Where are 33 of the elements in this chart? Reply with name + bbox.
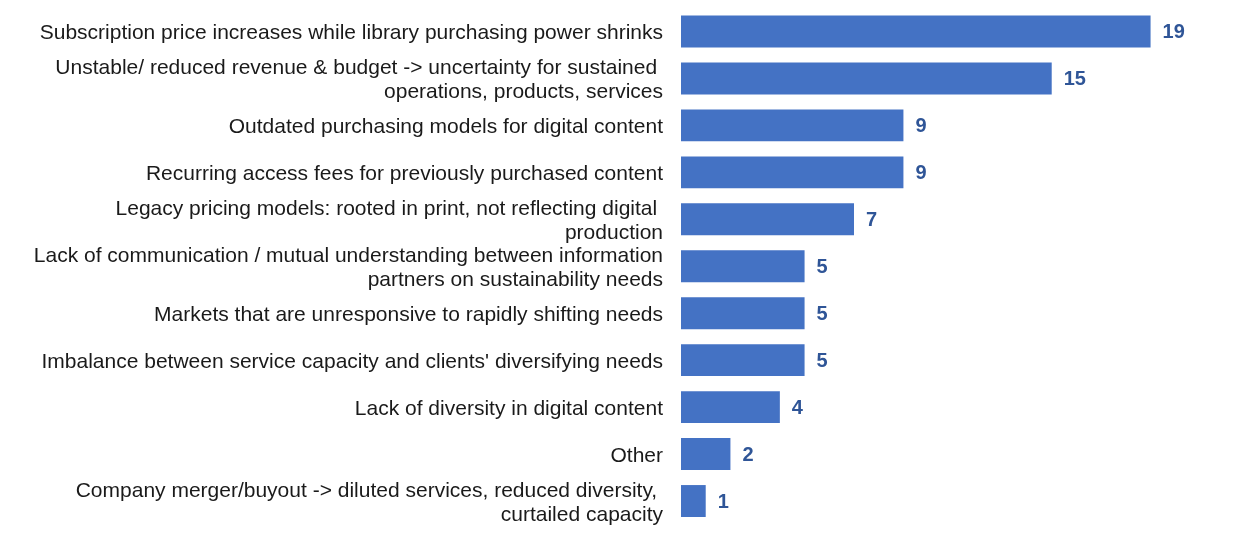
data-label: 2 [742,443,754,466]
y-tick-label: Unstable/ reduced revenue & budget -> uncertainty for sustained operations, products, services [55,54,663,102]
data-label: 9 [915,161,927,184]
data-label: 7 [866,208,878,231]
bar [681,156,904,189]
bar [681,250,805,283]
bar [681,391,780,424]
bar [681,62,1052,95]
bar [681,344,805,377]
data-label: 15 [1063,67,1086,90]
data-label: 9 [915,114,927,137]
data-label: 5 [816,302,828,325]
data-label: 5 [816,349,828,372]
bar [681,203,854,236]
y-tick-label: Subscription price increases while library purchasing power shrinks [39,19,663,43]
bar [681,297,805,330]
y-tick-label: Recurring access fees for previously purchased content [145,160,664,184]
y-tick-label: Lack of diversity in digital content [354,395,664,419]
data-label: 1 [717,490,729,513]
bar [681,15,1151,48]
data-label: 19 [1162,20,1185,43]
y-tick-label: Lack of communication / mutual understanding between information partners on sustainability needs [33,242,663,290]
y-tick-label: Imbalance between service capacity and clients' diversifying needs [41,348,663,372]
bar [681,485,706,517]
y-tick-label: Markets that are unresponsive to rapidly shifting needs [154,301,663,325]
y-tick-label: Company merger/buyout -> diluted services, reduced diversity, curtailed capacity [75,477,664,525]
bar [681,109,904,142]
y-tick-label: Other [610,442,663,466]
bar [681,438,731,471]
y-tick-label: Outdated purchasing models for digital content [228,113,664,137]
data-label: 4 [791,396,804,419]
data-label: 5 [816,255,828,278]
y-tick-label: Legacy pricing models: rooted in print, not reflecting digital production [115,195,663,243]
